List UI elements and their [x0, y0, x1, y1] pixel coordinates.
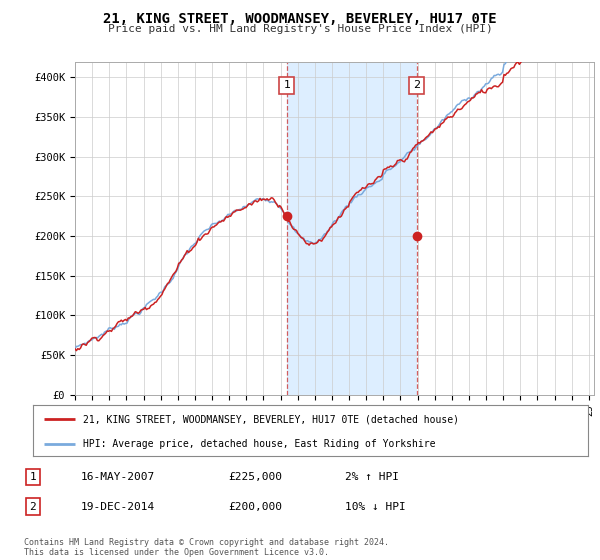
Text: 21, KING STREET, WOODMANSEY, BEVERLEY, HU17 0TE (detached house): 21, KING STREET, WOODMANSEY, BEVERLEY, H… — [83, 414, 459, 424]
Text: 2% ↑ HPI: 2% ↑ HPI — [345, 472, 399, 482]
Text: Price paid vs. HM Land Registry's House Price Index (HPI): Price paid vs. HM Land Registry's House … — [107, 24, 493, 34]
Text: 1: 1 — [29, 472, 37, 482]
Text: 10% ↓ HPI: 10% ↓ HPI — [345, 502, 406, 512]
Text: 16-MAY-2007: 16-MAY-2007 — [81, 472, 155, 482]
Text: £225,000: £225,000 — [228, 472, 282, 482]
Text: £200,000: £200,000 — [228, 502, 282, 512]
Text: 19-DEC-2014: 19-DEC-2014 — [81, 502, 155, 512]
Text: 2: 2 — [413, 81, 421, 90]
Bar — [287, 62, 417, 395]
Text: Contains HM Land Registry data © Crown copyright and database right 2024.
This d: Contains HM Land Registry data © Crown c… — [24, 538, 389, 557]
Text: HPI: Average price, detached house, East Riding of Yorkshire: HPI: Average price, detached house, East… — [83, 438, 436, 449]
Text: 1: 1 — [283, 81, 290, 90]
Text: 21, KING STREET, WOODMANSEY, BEVERLEY, HU17 0TE: 21, KING STREET, WOODMANSEY, BEVERLEY, H… — [103, 12, 497, 26]
Text: 2: 2 — [29, 502, 37, 512]
